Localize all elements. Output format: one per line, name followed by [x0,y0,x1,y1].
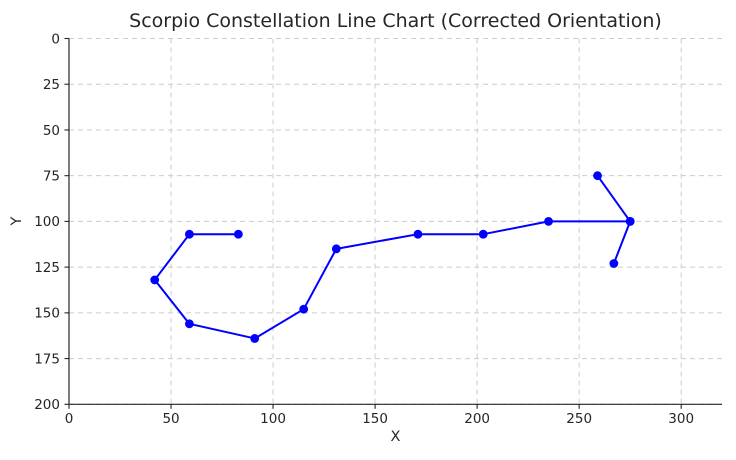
y-tick-label: 25 [43,77,60,93]
constellation-tail-branch-line [612,220,632,265]
y-tick-label: 50 [43,123,60,139]
x-tick-label: 300 [668,411,694,427]
data-point-marker [593,171,602,181]
x-axis-label: X [391,429,401,445]
data-point-marker [331,244,341,254]
x-tick-label: 150 [362,411,388,427]
data-point-marker [609,259,619,268]
data-point-marker [250,334,260,343]
tick-marks [64,37,682,409]
data-point-marker [184,319,194,329]
data-point-marker [625,217,635,226]
y-tick-label: 75 [43,168,60,184]
y-tick-label: 100 [34,214,60,230]
y-tick-label: 200 [34,397,60,413]
x-tick-label: 0 [65,411,74,427]
data-point-marker [150,275,160,285]
y-tick-label: 125 [34,260,60,276]
x-tick-label: 200 [464,411,490,427]
data-point-marker [299,304,309,314]
x-tick-label: 250 [566,411,592,427]
y-tick-label: 150 [34,306,60,322]
x-tick-label: 100 [260,411,286,427]
tick-labels: 0 50 100 150 200 250 300 0 25 50 75 100 125 150 175 200 [34,31,694,427]
chart-title: Scorpio Constellation Line Chart (Correc… [129,10,662,32]
constellation-body-line [153,174,632,340]
y-axis-label: Y [9,216,25,226]
data-point-marker [544,217,553,226]
data-series [150,171,635,343]
data-point-marker [184,229,194,239]
x-tick-label: 50 [162,411,179,427]
data-point-marker [233,229,243,239]
data-point-marker [478,229,488,239]
y-tick-label: 175 [34,351,60,367]
y-tick-label: 0 [51,31,60,47]
data-point-marker [413,229,423,239]
